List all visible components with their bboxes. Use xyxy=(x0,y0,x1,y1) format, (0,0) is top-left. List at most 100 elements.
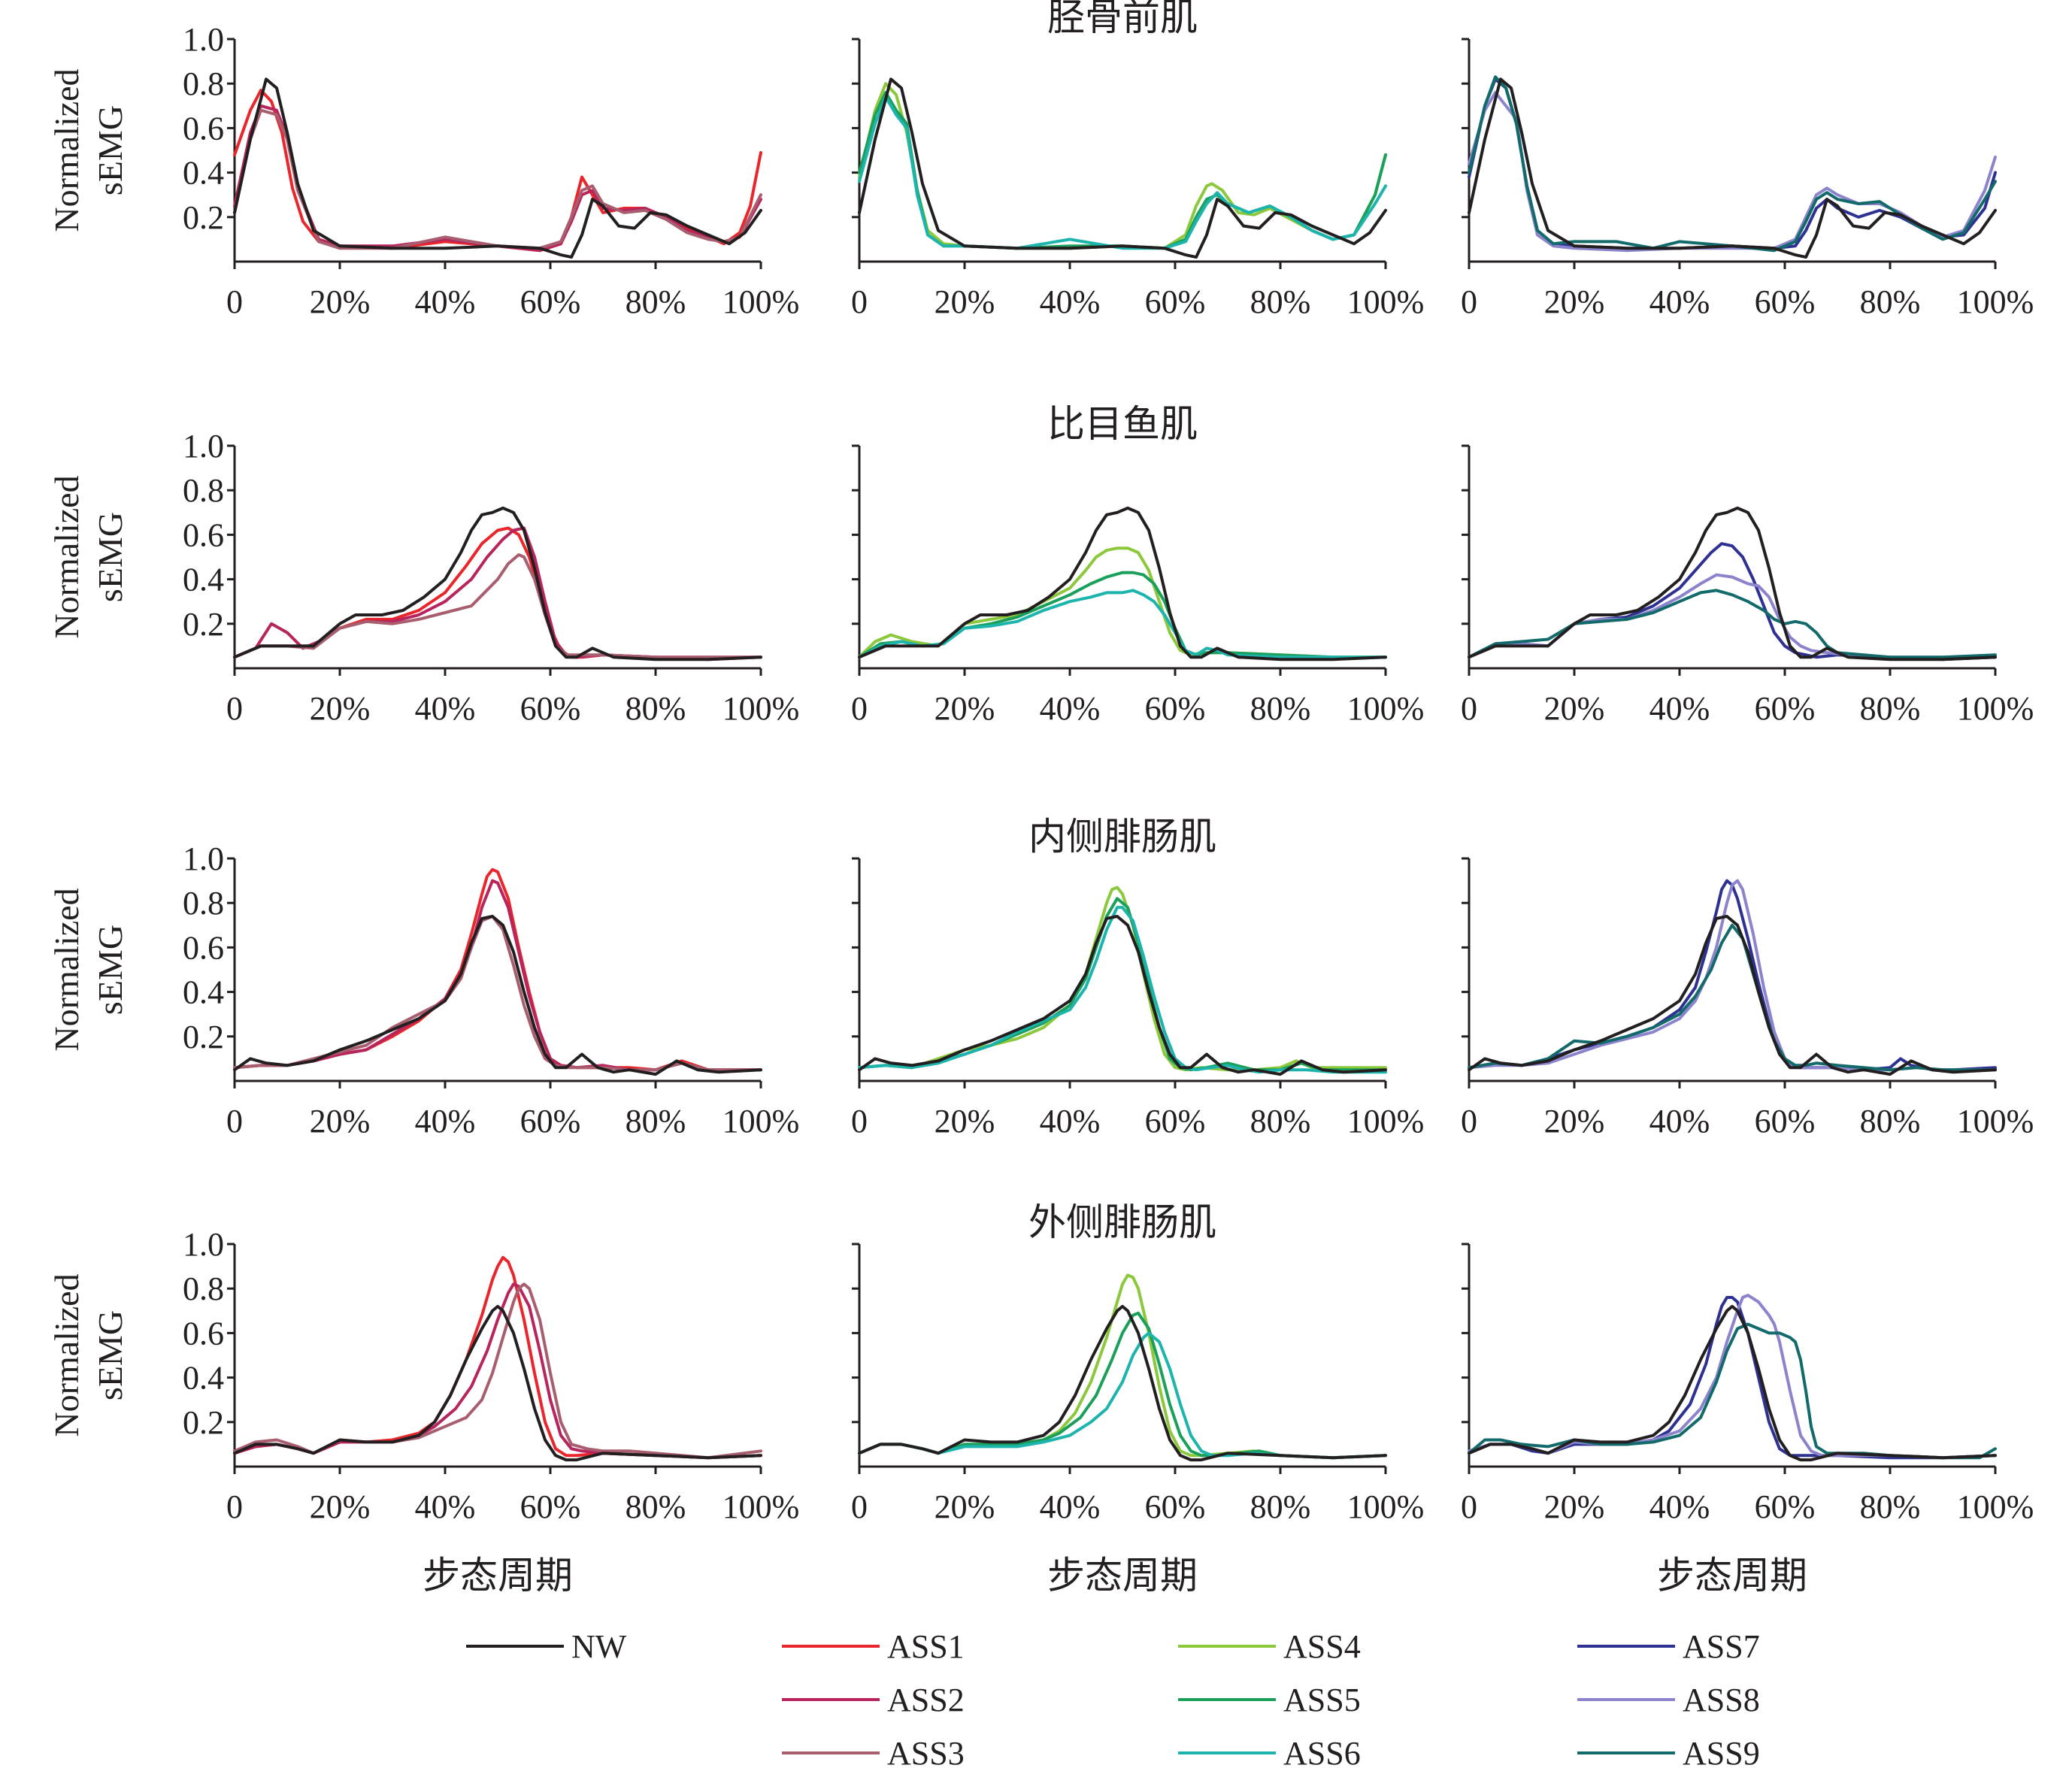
row-title: 外侧腓肠肌 xyxy=(1028,1201,1216,1243)
legend-label-ass5: ASS5 xyxy=(1283,1682,1361,1718)
series-line-ass6 xyxy=(858,906,1387,1074)
series-line-nw xyxy=(858,915,1387,1076)
x-tick-label: 20% xyxy=(310,1103,371,1140)
series-line-ass4 xyxy=(858,546,1387,659)
row-title: 胫骨前肌 xyxy=(1047,0,1198,38)
x-tick-label: 60% xyxy=(1145,283,1206,320)
x-tick-label: 60% xyxy=(1145,1488,1206,1525)
y-axis-label-line1: Normalized xyxy=(47,475,86,638)
y-tick-label: 0.6 xyxy=(183,110,224,147)
y-axis-label-line1: Normalized xyxy=(47,1273,86,1436)
y-axis-label-line2: sEMG xyxy=(91,512,129,602)
series-line-nw xyxy=(233,915,762,1076)
x-tick-label: 40% xyxy=(1649,690,1710,727)
x-tick-label: 80% xyxy=(1860,283,1921,320)
x-tick-label: 80% xyxy=(1250,690,1311,727)
y-tick-label: 0.2 xyxy=(183,1019,224,1055)
x-tick-label: 60% xyxy=(520,1488,581,1525)
x-tick-label: 60% xyxy=(520,1103,581,1140)
y-axis-label-line2: sEMG xyxy=(91,105,129,195)
x-tick-label: 0 xyxy=(851,283,868,320)
x-tick-label: 80% xyxy=(626,1488,686,1525)
x-tick-label: 20% xyxy=(1544,283,1605,320)
series-line-nw xyxy=(858,77,1387,259)
y-tick-label: 0.2 xyxy=(183,606,224,643)
series-line-ass7 xyxy=(1468,879,1997,1072)
series-line-ass6 xyxy=(858,1331,1387,1460)
y-tick-label: 0.2 xyxy=(183,1404,224,1441)
x-tick-label: 0 xyxy=(1461,690,1477,727)
y-tick-label: 0.2 xyxy=(183,199,224,236)
legend-label-ass6: ASS6 xyxy=(1283,1735,1361,1768)
series-line-ass1 xyxy=(233,526,762,661)
series-line-ass7 xyxy=(1468,1296,1997,1460)
x-tick-label: 80% xyxy=(1860,690,1921,727)
series-line-nw xyxy=(1468,506,1997,661)
x-tick-label: 0 xyxy=(1461,1488,1477,1525)
x-tick-label: 20% xyxy=(935,690,995,727)
legend-label-ass9: ASS9 xyxy=(1683,1735,1760,1768)
series-line-nw xyxy=(1468,915,1997,1076)
x-tick-label: 20% xyxy=(310,690,371,727)
x-tick-label: 0 xyxy=(851,1103,868,1140)
x-tick-label: 20% xyxy=(935,1488,995,1525)
y-tick-label: 0.4 xyxy=(183,155,224,192)
series-line-ass9 xyxy=(1468,923,1997,1072)
legend-label-ass1: ASS1 xyxy=(887,1628,965,1665)
x-tick-label: 100% xyxy=(722,1103,800,1140)
series-line-ass3 xyxy=(233,553,762,659)
series-line-nw xyxy=(233,77,762,259)
series-line-ass4 xyxy=(858,1273,1387,1460)
x-tick-label: 80% xyxy=(626,283,686,320)
x-tick-label: 60% xyxy=(1755,1488,1816,1525)
y-axis-label-line2: sEMG xyxy=(91,925,129,1015)
x-tick-label: 100% xyxy=(1347,1488,1425,1525)
x-tick-label: 100% xyxy=(1957,1488,2034,1525)
x-tick-label: 60% xyxy=(1755,283,1816,320)
x-tick-label: 100% xyxy=(722,283,800,320)
x-tick-label: 0 xyxy=(1461,283,1477,320)
x-tick-label: 80% xyxy=(1250,1488,1311,1525)
x-axis-title: 步态周期 xyxy=(1657,1555,1807,1597)
y-tick-label: 0.4 xyxy=(183,562,224,598)
x-tick-label: 40% xyxy=(1040,1103,1101,1140)
y-tick-label: 0.6 xyxy=(183,929,224,966)
x-tick-label: 20% xyxy=(935,1103,995,1140)
legend-label-ass7: ASS7 xyxy=(1683,1628,1760,1665)
x-tick-label: 0 xyxy=(851,1488,868,1525)
x-tick-label: 0 xyxy=(226,283,243,320)
x-tick-label: 100% xyxy=(1957,1103,2034,1140)
legend-label-ass3: ASS3 xyxy=(887,1735,965,1768)
x-tick-label: 0 xyxy=(226,1103,243,1140)
x-tick-label: 0 xyxy=(226,690,243,727)
series-line-ass7 xyxy=(1468,542,1997,661)
x-tick-label: 60% xyxy=(520,690,581,727)
y-axis-label-line2: sEMG xyxy=(91,1310,129,1400)
x-tick-label: 80% xyxy=(1860,1103,1921,1140)
series-line-nw xyxy=(1468,77,1997,259)
y-tick-label: 0.8 xyxy=(183,1270,224,1307)
x-tick-label: 40% xyxy=(415,1488,476,1525)
x-tick-label: 20% xyxy=(1544,1103,1605,1140)
legend-label-ass2: ASS2 xyxy=(887,1682,965,1718)
x-tick-label: 80% xyxy=(1250,283,1311,320)
series-line-ass5 xyxy=(858,897,1387,1072)
x-tick-label: 80% xyxy=(1250,1103,1311,1140)
y-tick-label: 1.0 xyxy=(183,21,224,58)
y-tick-label: 0.4 xyxy=(183,1360,224,1397)
x-tick-label: 80% xyxy=(626,690,686,727)
series-line-ass6 xyxy=(858,95,1387,250)
row-title: 内侧腓肠肌 xyxy=(1028,816,1216,858)
series-line-ass4 xyxy=(858,886,1387,1072)
y-axis-label-line1: Normalized xyxy=(47,68,86,232)
series-line-nw xyxy=(233,1304,762,1462)
x-tick-label: 80% xyxy=(1860,1488,1921,1525)
x-tick-label: 100% xyxy=(1347,1103,1425,1140)
series-line-ass1 xyxy=(233,867,762,1072)
y-tick-label: 1.0 xyxy=(183,1226,224,1263)
y-tick-label: 1.0 xyxy=(183,840,224,877)
x-tick-label: 0 xyxy=(851,690,868,727)
x-tick-label: 40% xyxy=(1040,1488,1101,1525)
series-line-ass8 xyxy=(1468,879,1997,1072)
y-tick-label: 1.0 xyxy=(183,428,224,465)
